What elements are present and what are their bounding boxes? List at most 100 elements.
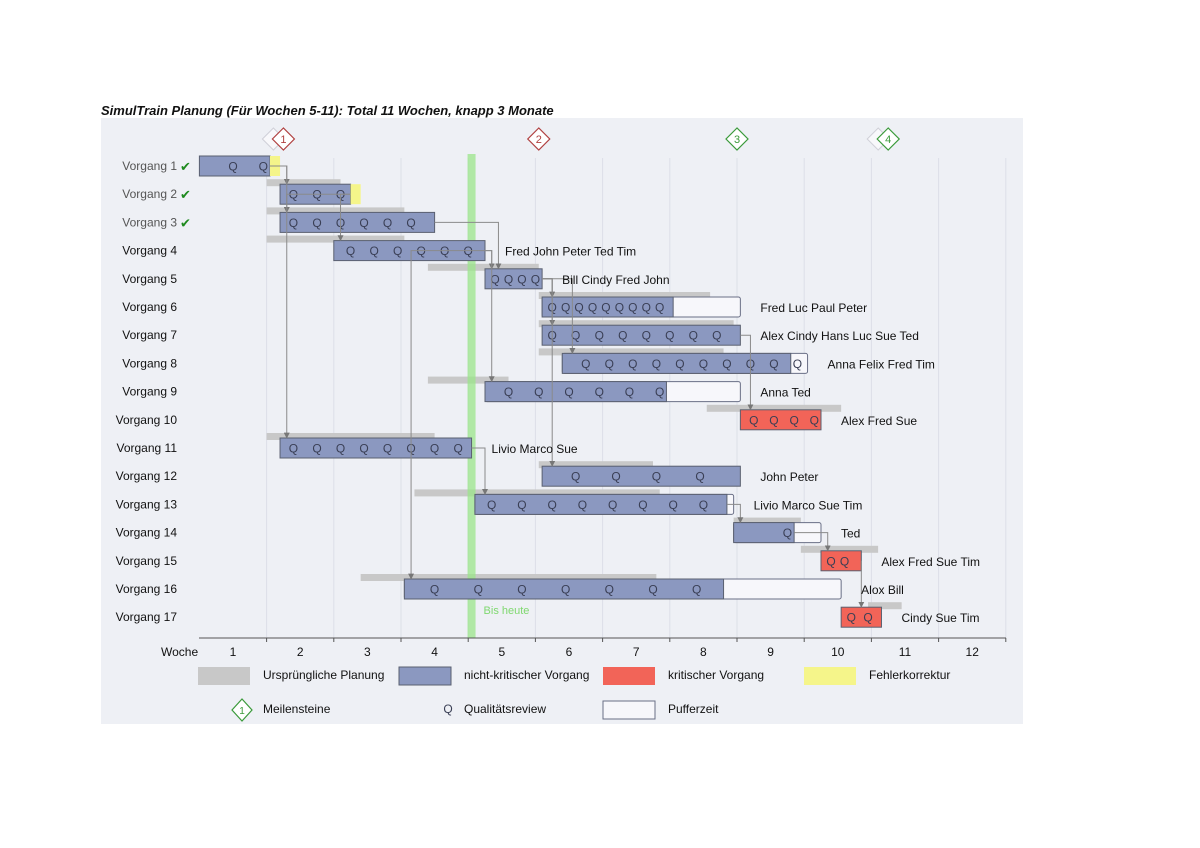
x-tick-label: 8 xyxy=(700,645,707,659)
task-label: Vorgang 12 xyxy=(116,469,178,483)
task-label: Vorgang 15 xyxy=(116,554,178,568)
review-mark: Q xyxy=(534,385,543,399)
review-mark: Q xyxy=(259,160,268,174)
review-mark: Q xyxy=(383,216,392,230)
dependency-arrow xyxy=(726,503,744,524)
x-tick-label: 12 xyxy=(966,645,980,659)
legend-label-fix: Fehlerkorrektur xyxy=(869,668,950,682)
review-mark: Q xyxy=(346,244,355,258)
plan-bar xyxy=(538,320,734,328)
review-mark: Q xyxy=(571,329,580,343)
task-bar xyxy=(403,578,725,600)
review-mark: Q xyxy=(531,272,540,286)
review-mark: Q xyxy=(699,357,708,371)
x-tick-label: 2 xyxy=(297,645,304,659)
review-mark: Q xyxy=(517,272,526,286)
review-mark: Q xyxy=(504,272,513,286)
review-mark: Q xyxy=(601,301,610,315)
task-bar xyxy=(279,211,436,233)
review-mark: Q xyxy=(793,357,802,371)
x-tick-label: 3 xyxy=(364,645,371,659)
task-label: Vorgang 14 xyxy=(116,526,178,540)
task-label: Vorgang 11 xyxy=(117,441,178,455)
review-mark: Q xyxy=(336,442,345,456)
x-tick-label: 7 xyxy=(633,645,640,659)
resource-label: Ted xyxy=(841,527,860,541)
task-bar xyxy=(541,465,741,487)
review-mark: Q xyxy=(642,301,651,315)
fix-bar xyxy=(350,184,361,205)
task-label: Vorgang 9 xyxy=(122,385,177,399)
task-bar xyxy=(474,493,728,515)
dependency-arrow xyxy=(485,250,495,383)
plan-bar xyxy=(360,574,657,581)
legend-label-critical: kritischer Vorgang xyxy=(668,668,764,682)
task-label: Vorgang 2 xyxy=(122,187,177,201)
plan-bar xyxy=(538,292,711,299)
resource-label: Alex Cindy Hans Luc Sue Ted xyxy=(760,329,919,343)
review-mark: Q xyxy=(665,329,674,343)
review-mark: Q xyxy=(789,413,798,427)
milestone-label: 4 xyxy=(885,134,891,146)
legend-swatch-normal xyxy=(398,666,452,686)
legend-label-buffer: Pufferzeit xyxy=(668,702,719,716)
dependency-arrow xyxy=(542,278,556,467)
review-mark: Q xyxy=(712,329,721,343)
review-mark: Q xyxy=(574,301,583,315)
review-mark: Q xyxy=(605,583,614,597)
review-mark: Q xyxy=(648,583,657,597)
review-mark: Q xyxy=(826,554,835,568)
review-mark: Q xyxy=(312,216,321,230)
page-title: SimulTrain Planung (Für Wochen 5-11): To… xyxy=(101,103,554,118)
legend-swatch-plan xyxy=(198,667,250,685)
review-mark: Q xyxy=(652,357,661,371)
legend-label-review: Qualitätsreview xyxy=(464,702,546,716)
review-mark: Q xyxy=(769,357,778,371)
x-tick-label: 11 xyxy=(899,645,912,659)
dependency-arrow xyxy=(408,250,485,580)
task-label: Vorgang 13 xyxy=(116,497,178,511)
review-mark: Q xyxy=(692,583,701,597)
resource-label: Alex Fred Sue Tim xyxy=(881,555,980,569)
review-mark: Q xyxy=(628,301,637,315)
critical-bar xyxy=(739,409,822,431)
review-mark: Q xyxy=(588,301,597,315)
done-check: ✔ xyxy=(180,216,191,231)
task-label: Vorgang 6 xyxy=(122,300,177,314)
review-mark: Q xyxy=(517,498,526,512)
review-mark: Q xyxy=(517,583,526,597)
plan-bar xyxy=(266,433,435,440)
task-bar xyxy=(484,381,667,403)
review-mark: Q xyxy=(561,301,570,315)
x-tick-label: 5 xyxy=(498,645,505,659)
review-mark: Q xyxy=(655,385,664,399)
x-tick-label: 1 xyxy=(230,645,237,659)
task-bar xyxy=(279,437,473,459)
review-mark: Q xyxy=(289,442,298,456)
review-mark: Q xyxy=(695,470,704,484)
review-mark: Q xyxy=(722,357,731,371)
review-mark: Q xyxy=(406,216,415,230)
plan-bar xyxy=(427,263,539,271)
resource-label: Livio Marco Sue xyxy=(492,442,578,456)
review-mark: Q xyxy=(548,498,557,512)
x-axis-label: Woche xyxy=(161,645,198,659)
review-mark: Q xyxy=(564,385,573,399)
review-mark: Q xyxy=(675,357,684,371)
task-label: Vorgang 10 xyxy=(116,413,178,427)
task-label: Vorgang 17 xyxy=(116,610,178,624)
resource-label: Alox Bill xyxy=(861,583,904,597)
task-label: Vorgang 3 xyxy=(122,215,177,229)
review-mark: Q xyxy=(847,611,856,625)
review-mark: Q xyxy=(642,329,651,343)
review-mark: Q xyxy=(608,498,617,512)
plan-bar xyxy=(266,179,341,187)
review-mark: Q xyxy=(490,272,499,286)
review-mark: Q xyxy=(359,442,368,456)
milestone-diamond xyxy=(526,127,551,151)
dependency-arrow xyxy=(283,193,351,439)
legend-label-plan: Ursprüngliche Planung xyxy=(263,668,384,682)
review-mark: Q xyxy=(605,357,614,371)
review-mark: Q xyxy=(595,329,604,343)
milestone-label: 1 xyxy=(280,134,286,146)
